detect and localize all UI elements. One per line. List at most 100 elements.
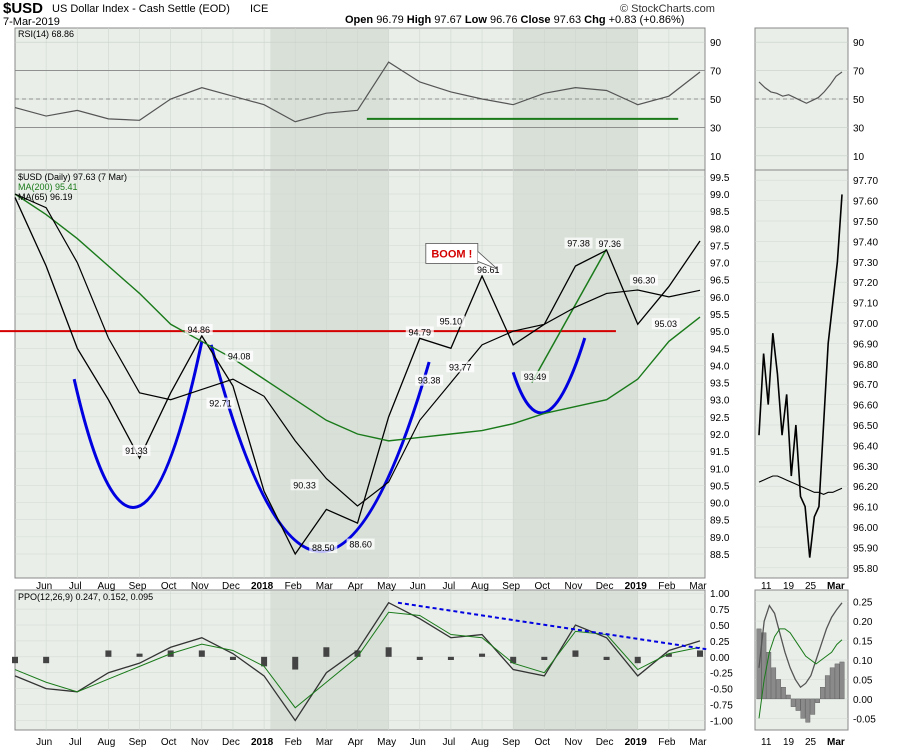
rsi-tick-label: 90 <box>710 38 722 49</box>
price-x-label: Sep <box>129 581 147 592</box>
rsi-tick-label: 10 <box>710 152 722 163</box>
price-x-label: Jul <box>69 581 82 592</box>
cup-left <box>72 341 204 509</box>
ohlc-bar: Open 96.79 High 97.67 Low 96.76 Close 97… <box>345 14 684 26</box>
zoom-ppo-bar <box>790 698 796 707</box>
price-annotation: 97.38 <box>567 239 590 249</box>
zoom-ppo-x-label: 25 <box>805 737 817 748</box>
ppo-tick-label: 0.25 <box>710 637 730 648</box>
ppo-hist-bar <box>323 647 330 657</box>
zoom-ppo-bar <box>781 687 786 700</box>
price-tick-label: 99.0 <box>710 190 730 201</box>
ppo-x-label: Dec <box>596 737 614 748</box>
price-annotation: 93.77 <box>449 362 472 372</box>
zoom-ppo-x-label: 19 <box>783 737 795 748</box>
boom-label: BOOM ! <box>431 248 472 260</box>
legend-price: $USD (Daily) 97.63 (7 Mar) <box>18 172 127 182</box>
ppo-hist-bar <box>105 650 112 657</box>
price-tick-label: 98.0 <box>710 224 730 235</box>
zoom-ppo-tick-label: 0.05 <box>853 675 873 686</box>
ppo-hist-bar <box>136 653 143 657</box>
zoom-rsi-tick-label: 50 <box>853 95 865 106</box>
zoom-ppo-bar <box>810 698 816 715</box>
open-label: Open <box>345 14 374 26</box>
zoom-ppo-signal <box>758 628 843 719</box>
price-x-label: Nov <box>565 581 583 592</box>
ppo-trendline <box>397 601 707 651</box>
zoom-ppo-bar <box>761 632 767 700</box>
symbol: $USD <box>3 0 44 17</box>
ppo-tick-label: 0.00 <box>710 653 730 664</box>
price-annotation: 91.33 <box>125 446 148 456</box>
price-annotation: 97.36 <box>598 239 621 249</box>
zoom-price-tick-label: 96.90 <box>853 339 878 350</box>
annotation-bg <box>225 350 254 362</box>
ppo-tick-label: -1.00 <box>710 716 733 727</box>
ppo-line <box>14 601 701 722</box>
zoom-rsi-tick-label: 90 <box>853 38 865 49</box>
price-x-label: Mar <box>316 581 334 592</box>
zoom-price-tick-label: 96.20 <box>853 482 878 493</box>
price-annotation: 93.49 <box>524 372 547 382</box>
ppo-x-label: Oct <box>535 737 551 748</box>
legend-ma200: MA(200) 95.41 <box>18 182 78 192</box>
zoom-price-tick-label: 97.20 <box>853 278 878 289</box>
zoom-ppo-bar <box>785 694 791 700</box>
ppo-hist-bar <box>198 650 205 657</box>
zoom-ppo-x-label: Mar <box>827 737 845 748</box>
zoom-price-tick-label: 95.80 <box>853 564 878 575</box>
price-tick-label: 89.5 <box>710 516 730 527</box>
price-tick-label: 88.5 <box>710 550 730 561</box>
zoom-price-tick-label: 97.30 <box>853 258 878 269</box>
zoom-ppo-bar <box>795 698 801 711</box>
zoom-ppo-tick-label: -0.05 <box>853 714 876 725</box>
price-annotation: 88.50 <box>312 543 335 553</box>
ppo-x-label: Aug <box>98 737 116 748</box>
price-tick-label: 96.0 <box>710 293 730 304</box>
price-tick-label: 98.5 <box>710 207 730 218</box>
ppo-x-label: Nov <box>191 737 209 748</box>
annotation-bg <box>446 361 475 373</box>
ppo-x-label: Jun <box>36 737 52 748</box>
close-label: Close <box>520 14 551 26</box>
zoom-price-tick-label: 96.50 <box>853 421 878 432</box>
ppo-hist-bar <box>479 653 486 657</box>
price-x-label: Jun <box>36 581 52 592</box>
price-tick-label: 97.5 <box>710 241 730 252</box>
zoom-price-tick-label: 96.80 <box>853 360 878 371</box>
price-annotation: 94.79 <box>409 327 432 337</box>
ppo-tick-label: -0.75 <box>710 701 733 712</box>
zoom-price-series-0 <box>758 194 843 558</box>
price-tick-label: 93.0 <box>710 396 730 407</box>
zoom-ppo-tick-label: 0.10 <box>853 656 873 667</box>
zoom-rsi-tick-label: 70 <box>853 67 865 78</box>
ppo-x-label: Feb <box>285 737 303 748</box>
price-tick-label: 93.5 <box>710 379 730 390</box>
zoom-ppo-bar <box>800 698 806 719</box>
ppo-title: PPO(12,26,9) 0.247, 0.152, 0.095 <box>18 592 153 602</box>
ppo-x-label: Mar <box>689 737 707 748</box>
zoom-price-tick-label: 97.40 <box>853 237 878 248</box>
ppo-tick-label: -0.50 <box>710 685 733 696</box>
annotation-bg <box>184 323 213 335</box>
ppo-x-label: Jul <box>69 737 82 748</box>
price-x-label: Sep <box>502 581 520 592</box>
ppo-x-label: Dec <box>222 737 240 748</box>
ppo-x-label: Jul <box>443 737 456 748</box>
zoom-ppo-bar <box>839 661 845 700</box>
zoom-ppo-bar <box>776 679 781 700</box>
ppo-x-label: Sep <box>129 737 147 748</box>
zoom-ppo-bar <box>834 663 840 700</box>
price-annotation: 88.60 <box>349 540 372 550</box>
annotation-bg <box>595 238 624 250</box>
ppo-hist-bar <box>634 656 641 664</box>
price-x-label: Feb <box>658 581 676 592</box>
zoom-price-tick-label: 97.50 <box>853 217 878 228</box>
zoom-rsi-line <box>758 71 843 104</box>
annotation-bg <box>309 542 338 553</box>
price-tick-label: 96.5 <box>710 276 730 287</box>
price-x-label: Jul <box>443 581 456 592</box>
shade-ppo-a <box>270 591 389 729</box>
price-annotation: 92.71 <box>209 399 232 409</box>
